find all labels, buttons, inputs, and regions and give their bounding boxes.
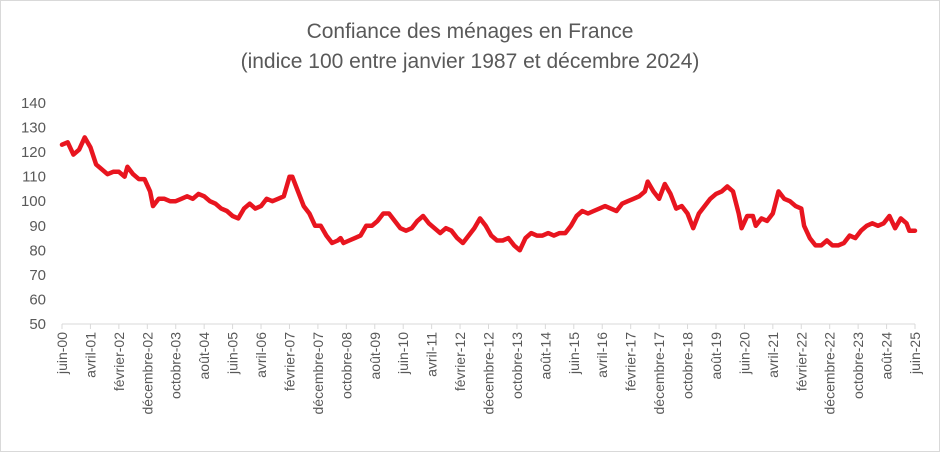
x-tick-label: juin-20 xyxy=(736,332,752,375)
x-tick-label: août-09 xyxy=(367,332,383,380)
x-tick-label: juin-10 xyxy=(395,332,411,375)
x-tick-label: août-14 xyxy=(537,332,553,380)
x-tick-label: décembre-22 xyxy=(822,332,838,415)
chart-subtitle: (indice 100 entre janvier 1987 et décemb… xyxy=(240,50,700,73)
y-tick-label: 50 xyxy=(29,316,46,333)
x-tick-label: août-04 xyxy=(196,332,212,380)
x-tick-label: août-19 xyxy=(708,332,724,380)
x-tick-label: février-22 xyxy=(793,332,809,391)
x-tick-label: octobre-13 xyxy=(509,332,525,399)
x-tick-label: juin-15 xyxy=(566,332,582,375)
x-tick-label: avril-21 xyxy=(765,332,781,378)
y-tick-label: 90 xyxy=(29,218,46,235)
series-line xyxy=(59,135,918,253)
x-tick-label: décembre-02 xyxy=(139,332,155,415)
y-axis: 50 60 70 80 90 100 110 120 130 140 xyxy=(21,95,46,333)
y-tick-label: 110 xyxy=(22,169,46,186)
x-tick-label: avril-16 xyxy=(594,332,610,378)
series-layer xyxy=(59,135,918,253)
x-tick-label: octobre-18 xyxy=(680,332,696,399)
x-tick-label: avril-06 xyxy=(253,332,269,378)
x-tick-label: octobre-23 xyxy=(850,332,866,399)
x-tick-label: avril-11 xyxy=(424,332,440,377)
x-tick-label: juin-25 xyxy=(907,332,923,375)
x-tick-label: février-17 xyxy=(623,332,639,391)
y-tick-label: 70 xyxy=(29,267,46,284)
x-tick-label: février-12 xyxy=(452,332,468,391)
y-tick-label: 120 xyxy=(21,144,46,161)
x-tick-label: juin-00 xyxy=(54,332,70,375)
x-tick-label: avril-01 xyxy=(82,332,98,378)
x-tick-label: octobre-03 xyxy=(168,332,184,399)
y-tick-label: 130 xyxy=(21,120,46,137)
x-tick-label: octobre-08 xyxy=(338,332,354,399)
y-tick-label: 100 xyxy=(21,193,46,210)
x-tick-label: février-07 xyxy=(281,332,297,391)
x-tick-label: décembre-07 xyxy=(310,332,326,415)
x-tick-label: février-02 xyxy=(111,332,127,391)
y-tick-label: 140 xyxy=(21,95,46,112)
x-axis: juin-00 avril-01 février-02 décembre-02 octo… xyxy=(54,323,923,415)
y-tick-label: 80 xyxy=(29,242,46,259)
x-tick-label: décembre-12 xyxy=(481,332,497,415)
x-tick-label: août-24 xyxy=(879,332,895,380)
chart-title: Confiance des ménages en France xyxy=(306,20,634,43)
y-tick-label: 60 xyxy=(29,291,46,308)
x-tick-label: juin-05 xyxy=(225,332,241,375)
x-tick-label: décembre-17 xyxy=(651,332,667,415)
